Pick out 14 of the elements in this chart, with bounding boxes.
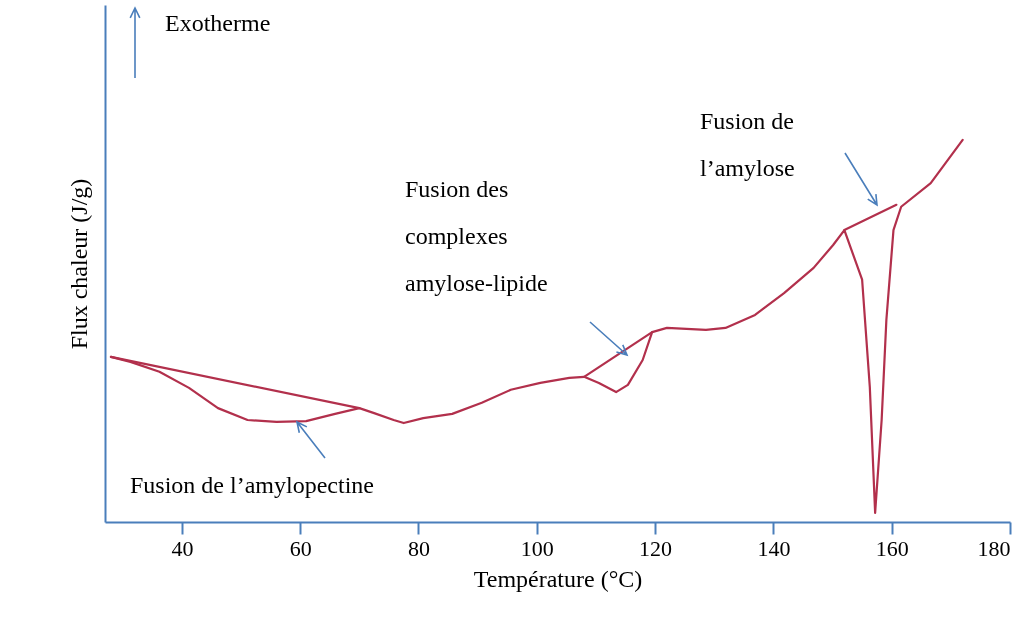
annotation: Fusion de l’amylopectine (130, 472, 374, 498)
x-tick-label: 120 (639, 535, 673, 561)
annotation: Fusion de l’amylose (700, 108, 795, 181)
x-axis-title: Température (°C) (473, 565, 643, 592)
x-tick-label: 180 (977, 535, 1011, 561)
annotation: Fusion des complexes amylose-lipide (405, 176, 548, 296)
x-tick-label: 60 (289, 535, 312, 561)
x-tick-label: 160 (875, 535, 909, 561)
text: Exotherme (165, 10, 271, 36)
y-axis-title: Flux chaleur (J/g) (65, 178, 92, 350)
x-tick-label: 40 (171, 535, 194, 561)
x-tick-label: 80 (408, 535, 430, 561)
x-tick-label: 100 (520, 535, 554, 561)
x-tick-label: 140 (757, 535, 791, 561)
